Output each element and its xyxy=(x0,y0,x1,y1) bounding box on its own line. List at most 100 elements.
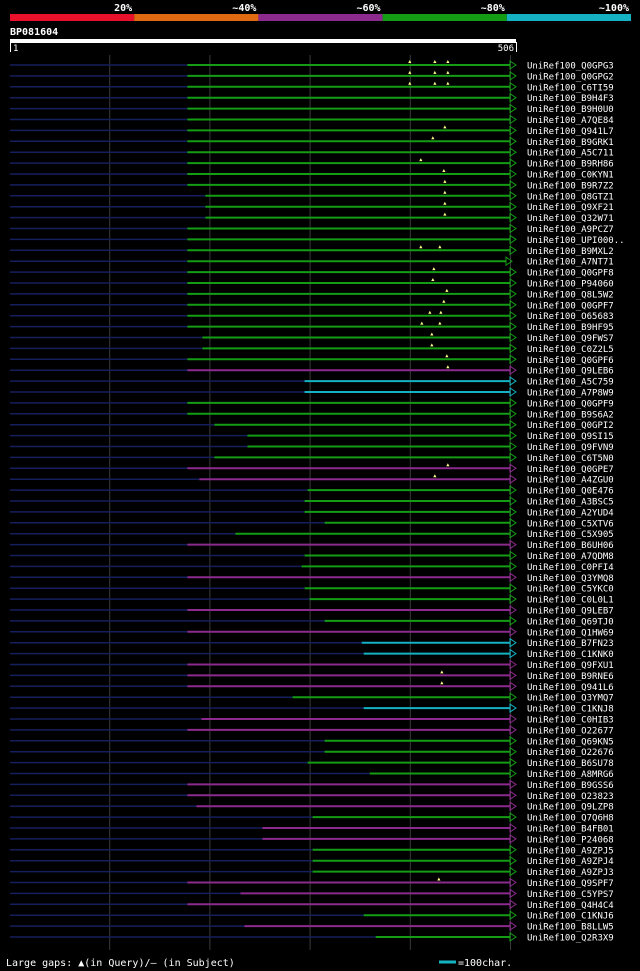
alignment-end-arrow xyxy=(509,485,517,496)
alignment-end-arrow xyxy=(509,430,517,441)
hit-row: UniRef100_C0PFI4 xyxy=(10,561,614,573)
alignment-end-arrow xyxy=(509,310,517,321)
alignment-end-arrow xyxy=(509,70,517,81)
alignment-end-arrow xyxy=(509,812,517,823)
footer-legend: Large gaps: ▲(in Query)/– (in Subject) =… xyxy=(6,958,512,969)
legend-segment-label: ~60% xyxy=(357,3,381,14)
legend-segment-label: ~100% xyxy=(599,3,629,14)
insertion-marker xyxy=(443,179,447,183)
insertion-marker xyxy=(431,278,435,281)
alignment-end-arrow xyxy=(509,692,517,703)
hit-rows: UniRef100_Q0GPG3UniRef100_Q0GPG2UniRef10… xyxy=(10,60,625,944)
alignment-end-arrow xyxy=(509,517,517,528)
hit-label: UniRef100_A7QE84 xyxy=(527,116,614,126)
hit-label: UniRef100_B9S6A2 xyxy=(527,410,614,420)
hit-label: UniRef100_Q8L5W2 xyxy=(527,290,614,300)
insertion-marker xyxy=(433,60,437,63)
hit-label: UniRef100_A9ZPJ5 xyxy=(527,846,614,856)
hit-row: UniRef100_Q9XF21 xyxy=(10,201,614,213)
hit-row: UniRef100_O23823 xyxy=(10,790,614,802)
alignment-end-arrow xyxy=(509,594,517,605)
legend-segment-label: ~40% xyxy=(232,3,256,14)
hit-label: UniRef100_C1KNK0 xyxy=(527,650,614,660)
hit-label: UniRef100_A5C759 xyxy=(527,378,614,388)
alignment-end-arrow xyxy=(509,245,517,256)
hit-row: UniRef100_A5C759 xyxy=(10,376,614,388)
hit-label: UniRef100_B9R7Z2 xyxy=(527,181,614,191)
insertion-marker xyxy=(431,136,435,140)
alignment-end-arrow xyxy=(509,147,517,158)
hit-row: UniRef100_A4ZGU0 xyxy=(10,474,614,486)
hit-label: UniRef100_B9RH86 xyxy=(527,160,614,170)
alignment-end-arrow xyxy=(509,790,517,801)
alignment-end-arrow xyxy=(509,234,517,245)
hit-row: UniRef100_Q9FXU1 xyxy=(10,659,614,671)
hit-label: UniRef100_B7FN23 xyxy=(527,639,614,649)
query-id-label: BP081604 xyxy=(10,27,58,38)
hit-label: UniRef100_A8MRG6 xyxy=(527,770,614,780)
alignment-end-arrow xyxy=(509,833,517,844)
hit-label: UniRef100_A7P8W9 xyxy=(527,389,614,399)
hit-label: UniRef100_B6SU78 xyxy=(527,759,614,769)
alignment-end-arrow xyxy=(509,615,517,626)
hit-row: UniRef100_Q32W71 xyxy=(10,212,614,224)
insertion-marker xyxy=(440,670,444,674)
hit-label: UniRef100_Q9FWS7 xyxy=(527,334,614,344)
insertion-marker xyxy=(442,169,446,172)
alignment-end-arrow xyxy=(509,670,517,681)
hit-row: UniRef100_C1KNJ6 xyxy=(10,910,614,922)
hit-label: UniRef100_Q69KN5 xyxy=(527,737,614,747)
hit-row: UniRef100_C6TI59 xyxy=(10,81,614,93)
alignment-end-arrow xyxy=(509,114,517,125)
insertion-marker xyxy=(438,321,442,325)
hit-label: UniRef100_Q9XF21 xyxy=(527,203,614,213)
hit-row: UniRef100_A9ZPJ5 xyxy=(10,844,614,856)
hit-label: UniRef100_A7NT71 xyxy=(527,258,614,268)
hit-label: UniRef100_C5X905 xyxy=(527,530,614,540)
alignment-end-arrow xyxy=(509,605,517,615)
hit-label: UniRef100_Q941L6 xyxy=(527,683,614,693)
hit-label: UniRef100_P24068 xyxy=(527,835,614,845)
hit-row: UniRef100_B9RH86 xyxy=(10,158,614,170)
hit-row: UniRef100_Q69KN5 xyxy=(10,735,614,747)
alignment-end-arrow xyxy=(509,376,517,387)
hit-label: UniRef100_Q9SI15 xyxy=(527,432,614,442)
hit-row: UniRef100_Q7Q6H8 xyxy=(10,812,614,824)
hit-label: UniRef100_B9MXL2 xyxy=(527,247,614,257)
alignment-end-arrow xyxy=(509,583,517,594)
alignment-end-arrow xyxy=(509,474,517,485)
hit-row: UniRef100_B4FB01 xyxy=(10,823,614,835)
hit-row: UniRef100_UPI000.. xyxy=(10,234,625,246)
hit-label: UniRef100_B8LLW5 xyxy=(527,923,614,933)
hit-row: UniRef100_A8MRG6 xyxy=(10,768,614,780)
insertion-marker xyxy=(408,60,412,63)
hit-label: UniRef100_Q0GPF8 xyxy=(527,269,614,279)
alignment-end-arrow xyxy=(509,506,517,517)
alignment-end-arrow xyxy=(509,910,517,921)
alignment-end-arrow xyxy=(509,288,517,299)
alignment-end-arrow xyxy=(509,408,517,419)
scale-legend-text: =100char. xyxy=(458,958,512,969)
hit-label: UniRef100_Q9FXU1 xyxy=(527,661,614,671)
hit-label: UniRef100_P94060 xyxy=(527,280,614,290)
identity-color-legend: 20% ~40% ~60% ~80% ~100% xyxy=(10,3,631,21)
legend-segment-label: 20% xyxy=(114,3,132,14)
legend-segment xyxy=(258,14,383,21)
alignment-end-arrow xyxy=(509,746,517,757)
hit-row: UniRef100_O22676 xyxy=(10,746,614,758)
query-ruler: 1 506 xyxy=(10,39,517,54)
hit-row: UniRef100_Q9LEB7 xyxy=(10,605,614,617)
alignment-end-arrow xyxy=(509,823,517,833)
hit-label: UniRef100_B4FB01 xyxy=(527,825,614,835)
hit-row: UniRef100_Q0GPF9 xyxy=(10,397,614,409)
alignment-end-arrow xyxy=(509,757,517,768)
hit-label: UniRef100_Q1HW69 xyxy=(527,628,614,638)
alignment-end-arrow xyxy=(509,136,517,147)
insertion-marker xyxy=(438,245,442,249)
hit-label: UniRef100_Q0GPI2 xyxy=(527,421,614,431)
hit-row: UniRef100_C0Z2L5 xyxy=(10,343,614,355)
hit-label: UniRef100_B9HF95 xyxy=(527,323,614,333)
hit-row: UniRef100_A5C711 xyxy=(10,147,614,159)
alignment-end-arrow xyxy=(509,496,517,506)
hit-row: UniRef100_Q8GTZ1 xyxy=(10,190,614,202)
